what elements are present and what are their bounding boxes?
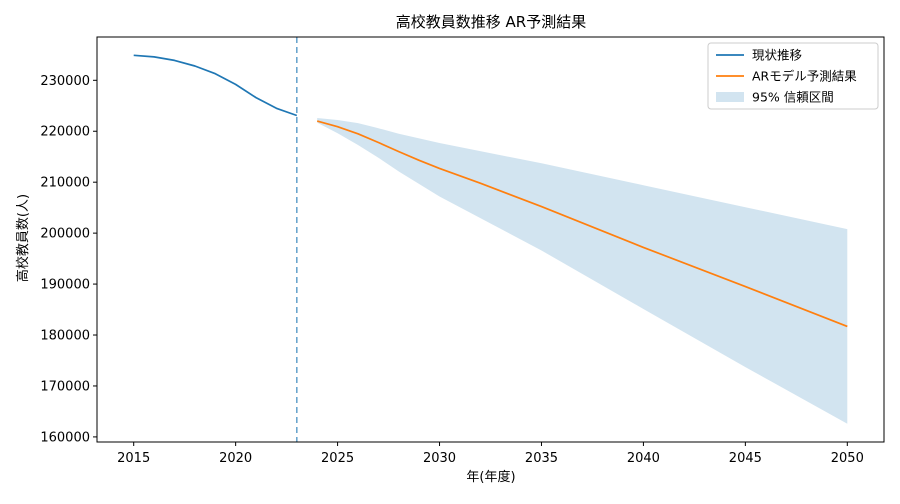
x-tick-label: 2050 [831, 451, 864, 466]
legend-label: 現状推移 [752, 48, 802, 63]
legend-band-marker [716, 92, 744, 102]
legend-label: ARモデル予測結果 [752, 69, 857, 84]
x-axis-label: 年(年度) [466, 469, 515, 485]
legend: 現状推移 ARモデル予測結果 95% 信頼区間 [707, 42, 879, 110]
x-tick-label: 2035 [525, 451, 558, 466]
legend-label: 95% 信頼区間 [752, 90, 834, 105]
series-line-layer [133, 37, 848, 442]
confidence-band [317, 118, 848, 424]
axis-layer: 2015 2020 2025 2030 2035 2040 2045 2050 160000 17… [40, 36, 885, 466]
x-tick-label: 2020 [219, 451, 252, 466]
y-tick-label: 160000 [40, 430, 90, 445]
y-tick-label: 180000 [40, 329, 90, 344]
legend-box [707, 42, 879, 110]
x-tick-label: 2015 [117, 451, 150, 466]
y-tick-label: 190000 [40, 278, 90, 293]
series-line-0 [133, 54, 298, 117]
x-tick-label: 2040 [627, 451, 660, 466]
plot-frame [96, 36, 885, 443]
series-line-1 [316, 120, 848, 328]
y-tick-label: 230000 [40, 74, 90, 89]
chart-title: 高校教員数推移 AR予測結果 [396, 13, 586, 31]
confidence-band-layer [317, 118, 848, 424]
x-tick-label: 2045 [729, 451, 762, 466]
y-tick-label: 200000 [40, 227, 90, 242]
y-axis-label: 高校教員数(人) [15, 194, 31, 282]
y-tick-label: 170000 [40, 379, 90, 394]
x-tick-label: 2025 [321, 451, 354, 466]
y-tick-label: 210000 [40, 176, 90, 191]
y-tick-label: 220000 [40, 125, 90, 140]
x-tick-label: 2030 [423, 451, 456, 466]
